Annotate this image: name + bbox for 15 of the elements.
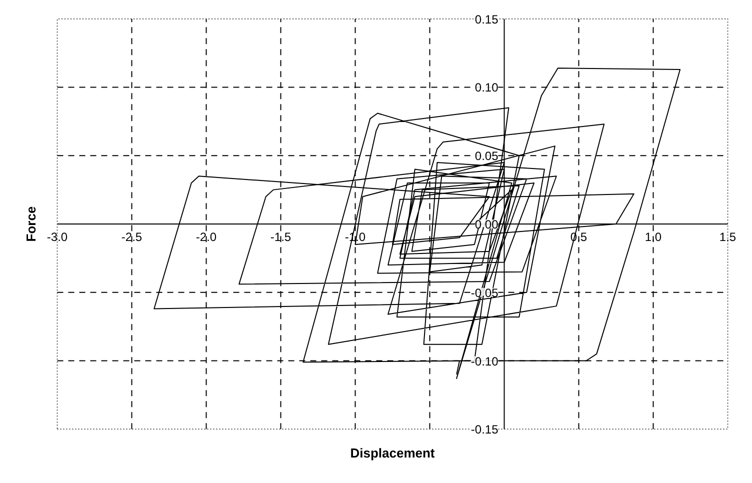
x-tick-label: -2.0 [196,230,217,244]
y-tick-label: 0.00 [474,218,499,232]
y-tick-label: 0.05 [474,149,499,164]
x-tick-label: -2.5 [121,230,142,244]
x-tick-label: 1.0 [644,230,662,244]
y-tick-label: -0.05 [470,286,499,300]
x-tick-label: -3.0 [46,230,68,244]
y-tick-label: 0.10 [474,80,499,95]
y-tick-label: -0.10 [470,354,499,368]
y-tick-label: -0.15 [470,422,499,437]
y-tick-label: 0.15 [474,12,499,26]
x-axis-title: Displacement [350,446,436,460]
y-axis-title: Force [24,206,38,242]
x-tick-label: 1.5 [719,230,736,244]
x-tick-label: -1.5 [270,230,292,244]
